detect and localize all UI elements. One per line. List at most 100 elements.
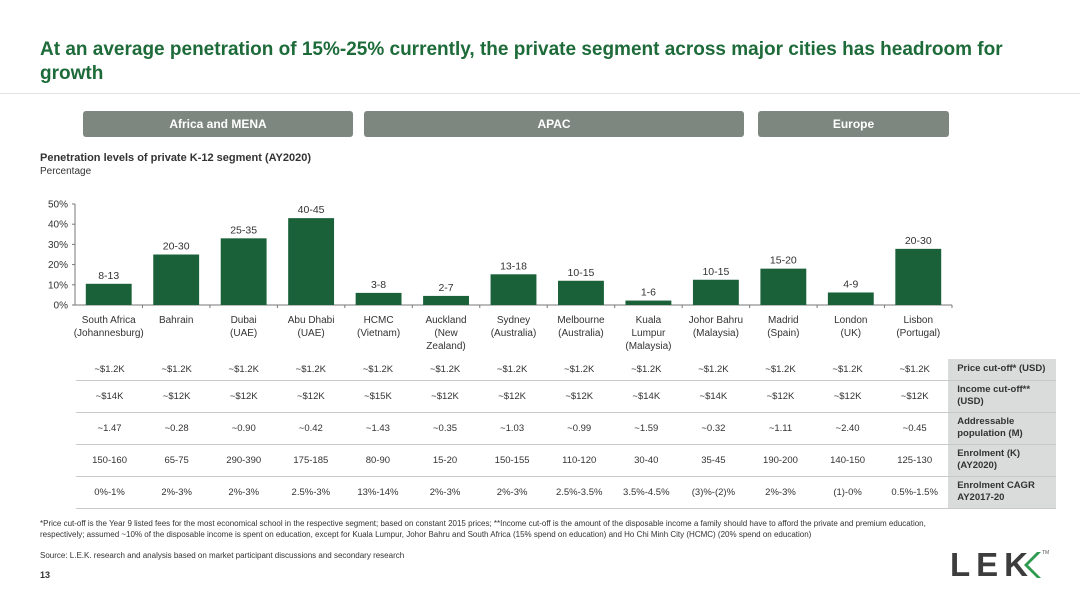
category-label: Lisbon	[904, 315, 933, 326]
table-cell: 35-45	[679, 444, 747, 477]
table-cell: ~0.90	[210, 412, 278, 445]
bar	[220, 238, 267, 305]
table-cell: 15-20	[411, 444, 479, 477]
logo-text: LEK	[950, 546, 1034, 583]
table-cell: ~$1.2K	[746, 359, 815, 381]
bar	[355, 292, 402, 305]
table-cell: ~0.28	[143, 412, 211, 445]
category-label: (Vietnam)	[357, 328, 400, 339]
category-label: (UAE)	[230, 328, 257, 339]
row-header: Enrolment CAGR AY2017-20	[948, 476, 1057, 509]
bar	[558, 280, 604, 305]
chart-subtitle: Percentage	[40, 166, 92, 177]
table-cell: ~$14K	[76, 380, 144, 413]
bar	[288, 218, 335, 305]
bar-data-label: 8-13	[98, 270, 119, 282]
table-cell: ~0.32	[679, 412, 747, 445]
bar-chart: 0% 10% 20% 30% 40% 50% 8-13 South Africa (Johann…	[48, 200, 953, 352]
table-cell: (3)%-(2)%	[679, 476, 747, 509]
category-label: Auckland	[425, 315, 466, 326]
category-label: (Australia)	[491, 328, 537, 339]
category-label: (UAE)	[297, 328, 324, 339]
category-label: Melbourne	[557, 315, 605, 326]
source-note: Source: L.E.K. research and analysis bas…	[40, 551, 405, 560]
table-cell: ~$12K	[143, 380, 211, 413]
page-title: At an average penetration of 15%-25% cur…	[40, 39, 1003, 84]
table-cell: ~$1.2K	[545, 359, 613, 381]
category-label: (Australia)	[558, 328, 604, 339]
y-tick-label: 40%	[48, 220, 68, 231]
table-cell: 0%-1%	[76, 476, 144, 509]
row-header: Price cut-off* (USD)	[948, 359, 1057, 381]
bar-data-label: 3-8	[371, 279, 386, 291]
region-europe: Europe	[758, 111, 949, 137]
row-header: Addressable population (M)	[948, 412, 1057, 445]
bar	[625, 300, 672, 305]
table-row: 0%-1% 2%-3% 2%-3% 2.5%-3% 13%-14% 2%-3% 2%-3% 2…	[76, 476, 1057, 509]
category-label: Lumpur	[631, 328, 666, 339]
bar	[895, 248, 942, 305]
bar-data-label: 20-30	[905, 235, 932, 247]
category-label: South Africa	[82, 315, 136, 326]
table-cell: ~$1.2K	[679, 359, 747, 381]
category-label: HCMC	[364, 315, 394, 326]
table-cell: (1)-0%	[814, 476, 882, 509]
table-cell: 0.5%-1.5%	[881, 476, 949, 509]
y-tick-label: 0%	[54, 301, 69, 312]
table-cell: 290-390	[210, 444, 278, 477]
table-cell: ~$12K	[210, 380, 278, 413]
table-cell: 140-150	[814, 444, 882, 477]
table-cell: ~0.99	[545, 412, 613, 445]
table-cell: ~1.43	[344, 412, 412, 445]
table-row: ~$1.2K ~$1.2K ~$1.2K ~$1.2K ~$1.2K ~$1.2K ~$1.…	[76, 359, 1057, 381]
category-label: (UK)	[841, 328, 862, 339]
bar	[760, 268, 807, 305]
table-cell: ~$1.2K	[612, 359, 680, 381]
category-label: Dubai	[231, 315, 257, 326]
table-cell: ~$1.2K	[881, 359, 949, 381]
bar-data-label: 4-9	[843, 278, 858, 290]
bar	[85, 283, 132, 305]
table-cell: ~1.03	[478, 412, 546, 445]
table-cell: 2%-3%	[210, 476, 278, 509]
table-cell: ~$14K	[679, 380, 747, 413]
table-cell: 150-155	[478, 444, 546, 477]
table-cell: 13%-14%	[344, 476, 412, 509]
category-label: London	[834, 315, 867, 326]
table-cell: ~0.42	[277, 412, 345, 445]
table-cell: 190-200	[746, 444, 815, 477]
bar-data-label: 25-35	[230, 224, 257, 236]
table-cell: ~$1.2K	[143, 359, 211, 381]
table-cell: ~0.45	[881, 412, 949, 445]
title-divider	[0, 93, 1080, 94]
category-label: Abu Dhabi	[288, 315, 335, 326]
table-cell: 2%-3%	[478, 476, 546, 509]
bar	[153, 254, 200, 305]
table-cell: ~$15K	[344, 380, 412, 413]
table-cell: ~1.59	[612, 412, 680, 445]
category-label: (Johannesburg)	[74, 328, 144, 339]
table-cell: 2.5%-3%	[277, 476, 345, 509]
table-cell: 2%-3%	[143, 476, 211, 509]
category-label: Zealand)	[426, 341, 465, 352]
bar	[490, 274, 537, 305]
category-label: (Malaysia)	[625, 341, 671, 352]
table-cell: ~$12K	[545, 380, 613, 413]
y-tick-label: 10%	[48, 280, 68, 291]
table-cell: ~$1.2K	[478, 359, 546, 381]
table-cell: ~$12K	[277, 380, 345, 413]
table-cell: 125-130	[881, 444, 949, 477]
bar-data-label: 40-45	[298, 204, 325, 216]
category-label: (Spain)	[767, 328, 799, 339]
table-cell: ~$12K	[411, 380, 479, 413]
logo-trademark: TM	[1042, 550, 1050, 556]
table-row: 150-160 65-75 290-390 175-185 80-90 15-20 150-…	[76, 444, 1057, 477]
table-cell: ~$12K	[814, 380, 882, 413]
bar-data-label: 10-15	[568, 267, 595, 279]
table-cell: ~$12K	[881, 380, 949, 413]
lek-logo: LEK TM	[950, 548, 1050, 582]
bar	[827, 292, 874, 305]
table-cell: ~2.40	[814, 412, 882, 445]
table-row: ~1.47 ~0.28 ~0.90 ~0.42 ~1.43 ~0.35 ~1.03 ~0.99…	[76, 412, 1057, 445]
category-label: Kuala	[636, 315, 662, 326]
